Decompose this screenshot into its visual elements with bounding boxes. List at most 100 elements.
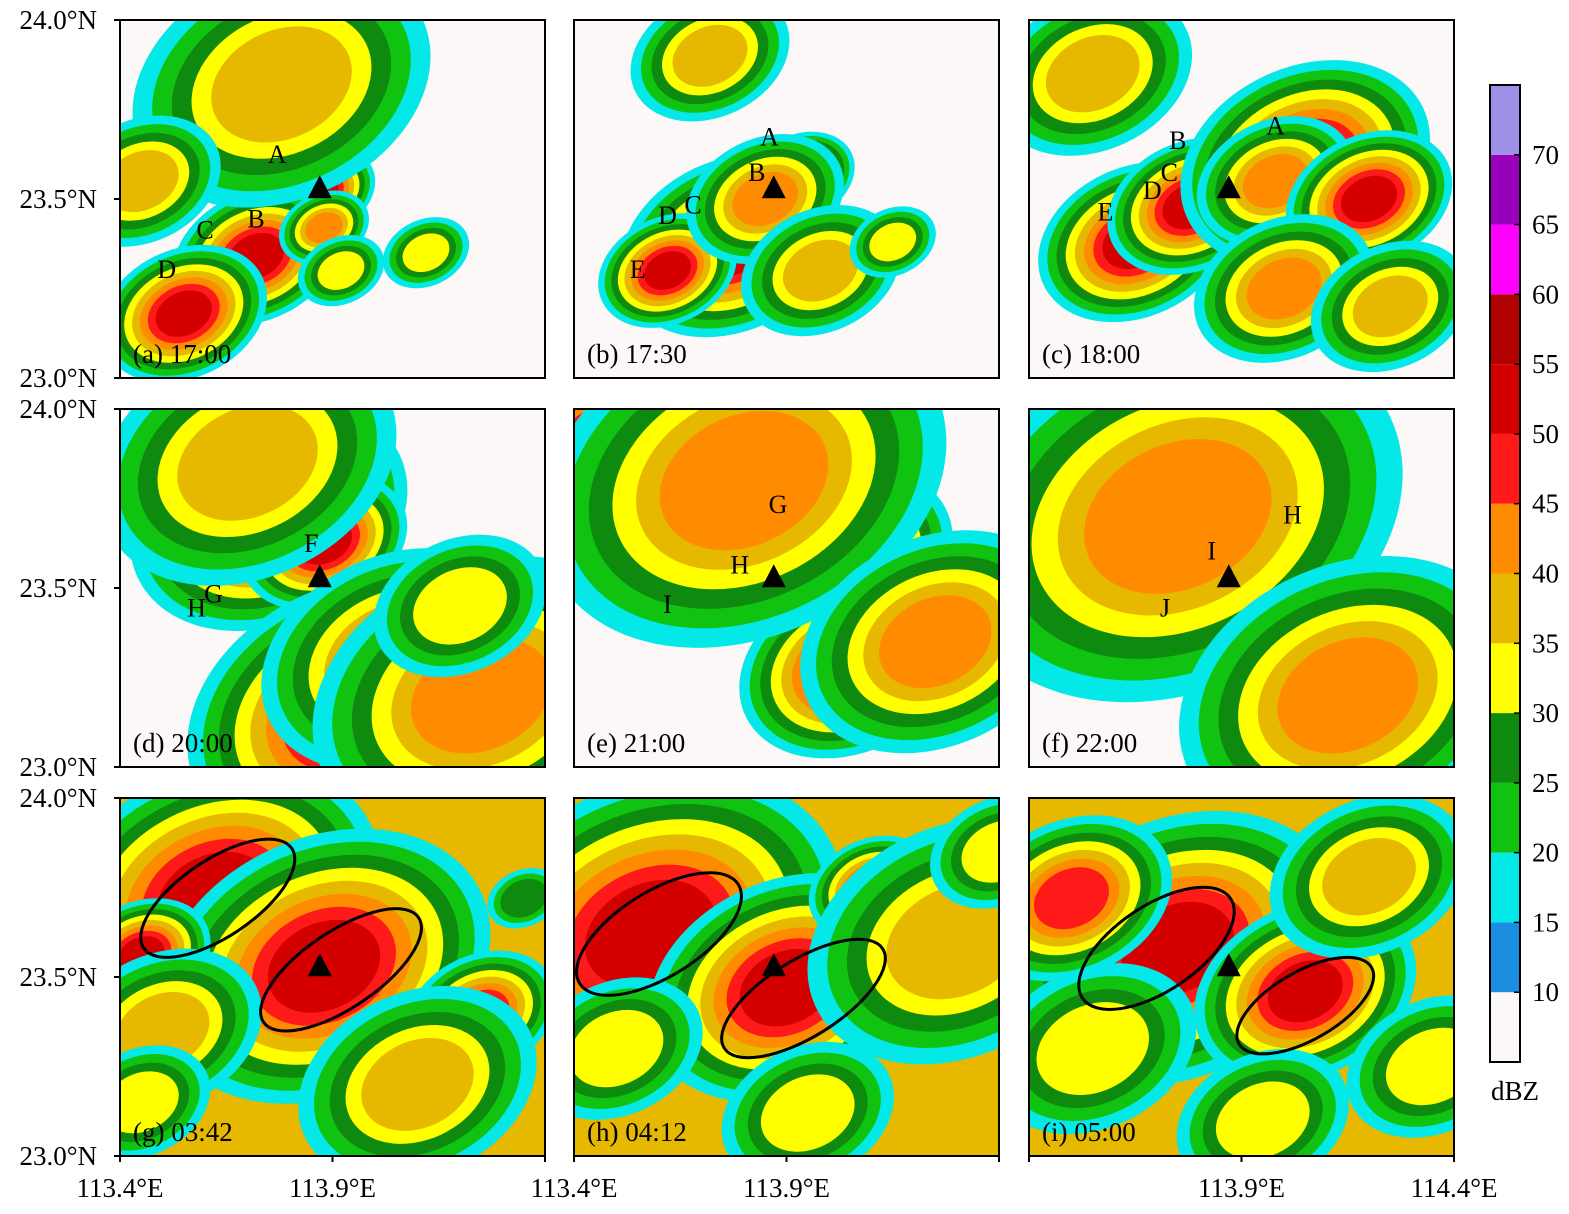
echo-cell xyxy=(1029,409,1403,703)
echo-contour xyxy=(402,233,450,273)
colorbar-tick-label: 15 xyxy=(1532,907,1559,937)
colorbar-bin xyxy=(1490,643,1520,714)
echo-cell xyxy=(120,244,267,378)
echo-cell xyxy=(721,1041,894,1156)
echo-contour xyxy=(869,222,917,262)
colorbar: 10 15 20 25 30 35 40 45 50 55 60 65 70 dBZ xyxy=(1489,84,1559,1106)
echo-contour xyxy=(1352,275,1428,338)
echo-contour xyxy=(1215,1081,1310,1156)
echo-cell xyxy=(373,534,545,678)
lon-tick-label: 114.4°E xyxy=(1410,1173,1497,1203)
colorbar-bin xyxy=(1490,503,1520,574)
lon-tick-label: 113.9°E xyxy=(1198,1173,1285,1203)
colorbar-bin xyxy=(1490,922,1520,993)
echo-contour xyxy=(1084,438,1272,594)
echo-contour xyxy=(211,26,352,143)
storm-cell-label: E xyxy=(630,255,646,284)
echo-cell xyxy=(849,206,936,278)
echo-contour xyxy=(1340,175,1398,223)
colorbar-bin xyxy=(1490,154,1520,225)
panel-frame xyxy=(573,19,1000,379)
band-ellipse xyxy=(575,871,743,997)
band-ellipse xyxy=(1077,885,1236,1011)
echo-contour xyxy=(413,567,507,645)
colorbar-tick-label: 50 xyxy=(1532,419,1559,449)
echo-contour xyxy=(361,1037,474,1131)
colorbar-tick-label: 45 xyxy=(1532,489,1559,519)
storm-cell-label: A xyxy=(1266,112,1285,141)
station-triangle-marker xyxy=(1216,564,1241,588)
panel-frame xyxy=(1028,19,1455,379)
echo-cell xyxy=(1029,815,1172,982)
panel-frame xyxy=(573,408,1000,768)
panel-label: (b) 17:30 xyxy=(587,339,687,369)
echo-contour xyxy=(1034,867,1109,930)
radar-panel: (h) 04:12 xyxy=(573,797,1000,1157)
colorbar-tick-label: 65 xyxy=(1532,210,1559,240)
storm-cell-label: H xyxy=(187,594,206,623)
colorbar-unit-label: dBZ xyxy=(1491,1076,1539,1106)
echo-cell xyxy=(1346,995,1454,1138)
lat-tick-label: 24.0°N xyxy=(19,783,97,813)
echo-contour xyxy=(783,239,858,302)
colorbar-tick-label: 35 xyxy=(1532,628,1559,658)
lat-tick-label: 23.5°N xyxy=(19,962,97,992)
storm-cell-label: I xyxy=(1207,536,1216,565)
band-ellipse xyxy=(259,907,423,1033)
radar-panel: (i) 05:00 xyxy=(1028,797,1455,1157)
echo-cell xyxy=(120,948,262,1113)
echo-contour xyxy=(879,595,992,689)
echo-contour xyxy=(1045,34,1140,113)
echo-contour xyxy=(732,171,799,227)
echo-cell xyxy=(1310,240,1454,373)
colorbar-bin xyxy=(1490,294,1520,365)
band-ellipse xyxy=(139,837,297,959)
radar-panel: (g) 03:42 xyxy=(119,797,546,1157)
storm-cell-label: C xyxy=(684,190,701,219)
colorbar-bin xyxy=(1490,85,1520,155)
colorbar-bin xyxy=(1490,713,1520,783)
storm-cell-label: D xyxy=(658,201,677,230)
echo-cell xyxy=(741,204,900,337)
station-triangle-marker xyxy=(761,953,786,977)
echo-cell xyxy=(630,20,790,122)
echo-contour xyxy=(1246,257,1322,320)
echo-cell xyxy=(298,985,537,1156)
radar-panel: G H I (e) 21:00 xyxy=(573,408,1000,768)
station-triangle-marker xyxy=(1216,953,1241,977)
panel-label: (a) 17:00 xyxy=(133,339,231,369)
echo-cell xyxy=(1029,963,1197,1135)
radar-panel: AB CDE (b) 17:30 xyxy=(573,19,1000,379)
storm-cell-label: B xyxy=(1169,126,1186,155)
panel-label: (d) 20:00 xyxy=(133,728,233,758)
storm-cell-label: C xyxy=(196,215,213,244)
axis-labels: 24.0°N23.5°N23.0°N24.0°N23.5°N23.0°N24.0… xyxy=(19,5,1497,1203)
echo-cell xyxy=(574,977,703,1120)
colorbar-bin xyxy=(1490,364,1520,434)
storm-cell-label: G xyxy=(204,579,223,608)
band-ellipse xyxy=(1235,955,1376,1056)
echo-cell xyxy=(686,133,844,265)
lon-tick-label: 113.4°E xyxy=(76,1173,163,1203)
echo-contour xyxy=(574,1009,664,1088)
echo-contour xyxy=(1277,637,1419,754)
echo-contour xyxy=(672,24,748,87)
echo-contour xyxy=(760,1074,855,1152)
colorbar-tick-label: 10 xyxy=(1532,977,1559,1007)
echo-cell xyxy=(930,798,999,909)
storm-cell-label: A xyxy=(760,122,779,151)
echo-cell xyxy=(598,213,737,328)
station-triangle-marker xyxy=(1216,175,1241,199)
echo-cell xyxy=(382,217,470,289)
colorbar-bin xyxy=(1490,992,1520,1062)
panel-label: (f) 22:00 xyxy=(1042,728,1137,758)
colorbar-bin xyxy=(1490,224,1520,295)
storm-cell-label: A xyxy=(268,140,287,169)
station-triangle-marker xyxy=(307,953,332,977)
colorbar-tick-label: 70 xyxy=(1532,140,1559,170)
echo-contour xyxy=(155,290,212,337)
storm-cell-label: D xyxy=(1143,176,1162,205)
echo-contour xyxy=(317,251,365,290)
